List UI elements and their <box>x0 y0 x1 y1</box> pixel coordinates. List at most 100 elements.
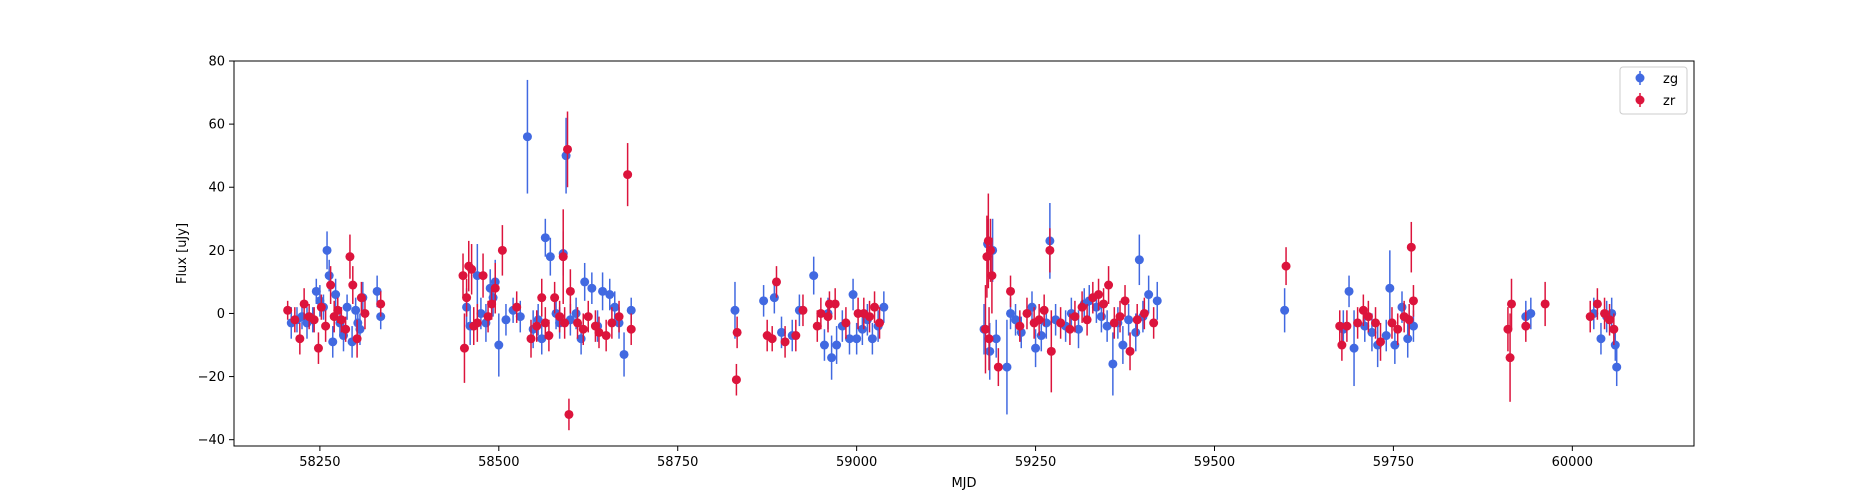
data-point-zg <box>832 340 842 350</box>
data-point-zr <box>563 144 573 154</box>
data-point-zr <box>985 245 995 255</box>
data-point-zg <box>351 305 361 315</box>
data-point-zr <box>1120 296 1130 306</box>
legend-entry-zg: zg <box>1635 71 1678 87</box>
data-point-zr <box>1505 353 1515 363</box>
data-point-zg <box>809 271 819 281</box>
data-point-zr <box>336 315 346 325</box>
data-point-zr <box>1387 318 1397 328</box>
data-point-zr <box>1609 324 1619 334</box>
data-point-zg <box>587 283 597 293</box>
data-point-zg <box>1280 305 1290 315</box>
data-point-zr <box>537 293 547 303</box>
data-point-zr <box>607 318 617 328</box>
data-point-zg <box>1403 334 1413 344</box>
data-point-zr <box>1281 261 1291 271</box>
data-point-zr <box>1404 315 1414 325</box>
data-point-zg <box>501 315 511 325</box>
y-axis-label: Flux [uJy] <box>175 223 190 284</box>
data-point-zr <box>1109 318 1119 328</box>
data-point-zr <box>459 343 469 353</box>
data-point-zg <box>867 334 877 344</box>
data-point-zr <box>1507 299 1516 309</box>
data-point-zr <box>987 271 997 281</box>
data-point-zr <box>1592 299 1602 309</box>
data-point-zg <box>1096 312 1106 322</box>
data-point-zr <box>626 324 636 334</box>
data-point-zr <box>356 293 366 303</box>
data-point-zg <box>1344 286 1354 296</box>
data-point-zr <box>1342 321 1352 331</box>
data-point-zr <box>458 271 468 281</box>
data-point-zg <box>1031 343 1041 353</box>
data-point-zr <box>333 305 343 315</box>
data-point-zr <box>1070 312 1080 322</box>
data-point-zr <box>1521 321 1531 331</box>
x-axis: 58250 58500 58750 59000 59250 59500 59750 60000 <box>299 446 1593 470</box>
data-point-zr <box>326 280 336 290</box>
data-point-zg <box>1381 331 1391 341</box>
data-point-zg <box>1124 315 1134 325</box>
data-point-zr <box>841 318 851 328</box>
data-point-zg <box>879 302 889 312</box>
data-point-zr <box>731 375 741 385</box>
legend-marker-zr <box>1635 95 1645 105</box>
y-tick-label: 20 <box>208 244 225 259</box>
data-point-zg <box>1006 308 1016 318</box>
data-point-zg <box>522 132 532 142</box>
data-point-zr <box>360 308 370 318</box>
data-point-zr <box>1540 299 1550 309</box>
data-point-zr <box>341 324 351 334</box>
x-tick-label: 59250 <box>1015 455 1056 470</box>
data-layer <box>283 79 1622 431</box>
data-point-zr <box>1132 315 1142 325</box>
data-point-zg <box>1612 362 1622 372</box>
data-point-zr <box>555 312 565 322</box>
data-point-zg <box>1011 315 1021 325</box>
data-point-zr <box>526 334 536 344</box>
data-point-zr <box>1353 318 1363 328</box>
data-point-zg <box>605 290 615 300</box>
data-point-zg <box>852 334 862 344</box>
x-tick-label: 59000 <box>836 455 877 470</box>
legend-label-zg: zg <box>1663 72 1678 87</box>
data-point-zr <box>345 252 355 262</box>
data-point-zr <box>1376 337 1386 347</box>
data-point-zr <box>1371 318 1381 328</box>
data-point-zg <box>322 245 332 255</box>
data-point-zg <box>619 349 629 359</box>
data-point-zg <box>1002 362 1012 372</box>
data-point-zr <box>540 318 550 328</box>
data-point-zr <box>316 302 326 312</box>
data-point-zr <box>467 264 477 274</box>
data-point-zr <box>1406 242 1416 252</box>
y-tick-label: −20 <box>198 370 225 385</box>
data-point-zg <box>857 324 867 334</box>
data-point-zg <box>580 277 590 287</box>
data-point-zr <box>865 312 875 322</box>
data-point-zr <box>830 299 840 309</box>
data-point-zg <box>827 353 837 363</box>
x-tick-label: 59750 <box>1373 455 1414 470</box>
data-point-zr <box>1408 296 1418 306</box>
data-point-zg <box>331 290 341 300</box>
x-tick-label: 58500 <box>478 455 519 470</box>
data-point-zr <box>993 362 1003 372</box>
data-point-zr <box>1335 321 1345 331</box>
data-point-zr <box>594 327 604 337</box>
data-point-zg <box>1367 327 1377 337</box>
data-point-zr <box>490 283 500 293</box>
data-point-zg <box>342 302 352 312</box>
data-point-zr <box>1099 299 1109 309</box>
data-point-zg <box>769 293 779 303</box>
data-point-zr <box>565 286 575 296</box>
x-tick-label: 58750 <box>657 455 698 470</box>
data-point-zr <box>623 170 633 180</box>
data-point-zr <box>1046 346 1056 356</box>
data-point-zr <box>1605 315 1615 325</box>
data-point-zr <box>462 293 472 303</box>
data-point-zg <box>1108 359 1118 369</box>
y-tick-label: 80 <box>208 55 225 70</box>
data-point-zr <box>1149 318 1159 328</box>
